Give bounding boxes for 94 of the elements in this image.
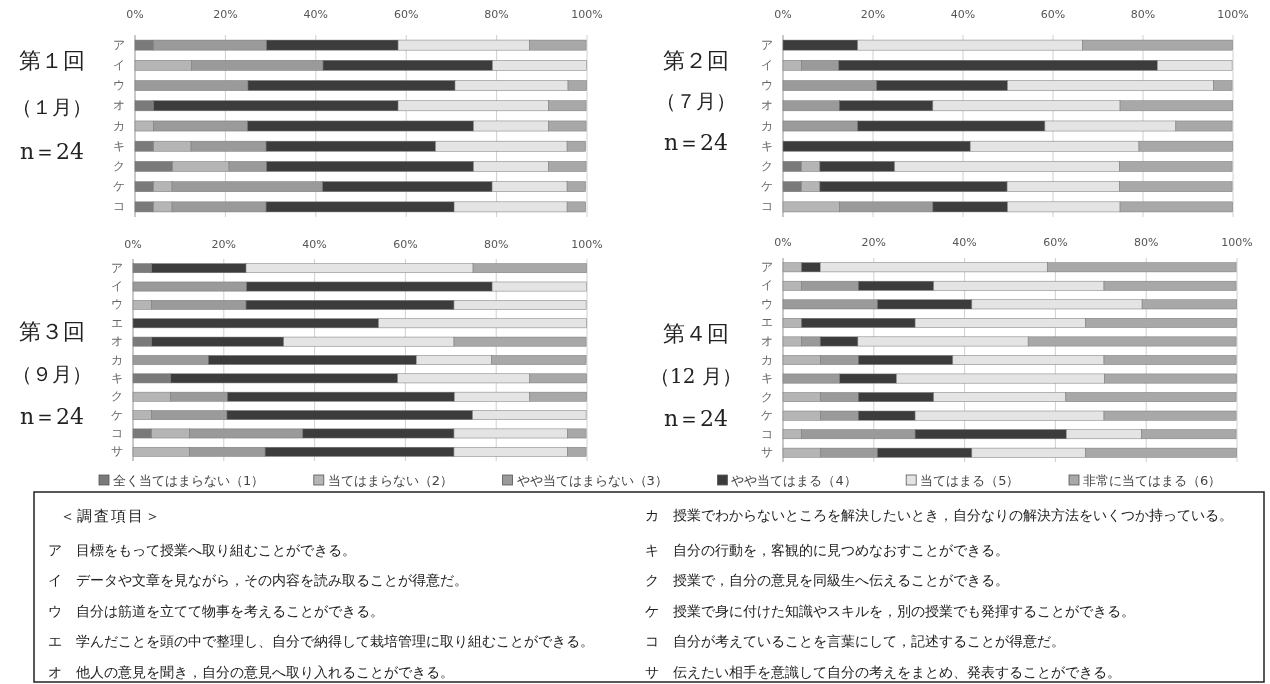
text: n＝24 <box>663 130 729 155</box>
y-tick-label: カ <box>111 352 123 367</box>
text: （12 月） <box>650 363 742 388</box>
text: 第４回 <box>663 321 729 346</box>
y-tick-label: コ <box>113 199 125 214</box>
x-tick-label: 80% <box>1130 8 1156 21</box>
text: コ 自分が考えていることを言葉にして，記述することが得意だ。 <box>645 633 1065 649</box>
text: エ 学んだことを頭の中で整理し、自分で納得して栽培管理に取り組むことができる。 <box>48 633 594 649</box>
y-tick-label: キ <box>113 138 125 153</box>
y-tick-label: イ <box>111 279 123 294</box>
y-tick-label: オ <box>111 334 123 349</box>
text: 第１回 <box>19 48 85 73</box>
y-tick-label: ケ <box>111 407 123 422</box>
y-tick-label: キ <box>111 370 123 385</box>
y-tick-label: ア <box>111 260 123 275</box>
y-tick-label: ア <box>761 259 773 274</box>
text: ＜調査項目＞ <box>60 506 162 525</box>
y-tick-label: コ <box>111 425 123 440</box>
y-tick-label: オ <box>761 98 773 113</box>
y-tick-label: ク <box>761 158 773 173</box>
text: イ データや文章を見ながら，その内容を読み取ることが得意だ。 <box>48 572 468 588</box>
y-tick-label: エ <box>761 315 773 330</box>
x-tick-label: 40% <box>302 238 327 251</box>
y-tick-label: ケ <box>113 179 125 194</box>
text: （１月） <box>12 94 92 119</box>
y-tick-label: サ <box>761 445 773 460</box>
x-tick-label: 40% <box>950 8 976 21</box>
y-tick-label: オ <box>113 98 125 113</box>
y-tick-label: ウ <box>761 78 773 93</box>
x-tick-label: 60% <box>393 8 419 21</box>
y-tick-label: カ <box>761 118 773 133</box>
y-tick-label: ウ <box>111 297 123 312</box>
y-tick-label: カ <box>761 352 773 367</box>
legend-label: 非常に当てはまる（6） <box>1083 472 1222 488</box>
y-tick-label: オ <box>761 333 773 348</box>
text: カ 授業でわからないところを解決したいとき，自分なりの解決方法をいくつか持っている。 <box>645 507 1233 523</box>
y-tick-label: ク <box>761 389 773 404</box>
legend-label: やや当てはまる（4） <box>731 472 857 488</box>
text: ケ 授業で身に付けた知識やスキルを，別の授業でも発揮することができる。 <box>645 603 1135 619</box>
text: 第３回 <box>19 319 85 344</box>
text: ウ 自分は筋道を立てて物事を考えることができる。 <box>48 603 384 619</box>
x-tick-label: 60% <box>1043 236 1068 249</box>
x-tick-label: 60% <box>393 238 418 251</box>
text: 第２回 <box>663 48 729 73</box>
text: ク 授業で，自分の意見を同級生へ伝えることができる。 <box>645 572 1009 588</box>
text: （９月） <box>12 361 92 386</box>
text: オ 他人の意見を聞き，自分の意見へ取り入れることができる。 <box>48 664 454 680</box>
y-tick-label: ケ <box>761 179 773 194</box>
y-tick-label: エ <box>111 315 123 330</box>
x-tick-label: 20% <box>860 8 886 21</box>
text: n＝24 <box>19 404 85 429</box>
y-tick-label: コ <box>761 426 773 441</box>
y-tick-label: ク <box>111 389 123 404</box>
x-tick-label: 100% <box>571 238 603 251</box>
legend-label: 当てはまらない（2） <box>327 472 454 488</box>
x-tick-label: 20% <box>213 8 238 21</box>
x-tick-label: 80% <box>1133 236 1159 249</box>
legend-label: 全く当てはまらない（1） <box>113 472 265 488</box>
legend-label: 当てはまる（5） <box>920 472 1020 488</box>
text: n＝24 <box>19 139 85 164</box>
y-tick-label: キ <box>761 371 773 386</box>
x-tick-label: 80% <box>483 238 509 251</box>
legend-label: やや当てはまらない（3） <box>516 472 668 488</box>
x-tick-label: 0% <box>126 8 144 21</box>
x-tick-label: 0% <box>124 238 142 251</box>
text: キ 自分の行動を，客観的に見つめなおすことができる。 <box>645 542 1009 558</box>
y-tick-label: カ <box>113 118 125 133</box>
text: n＝24 <box>663 406 729 431</box>
text: （７月） <box>656 88 736 113</box>
y-tick-label: キ <box>761 138 773 153</box>
y-tick-label: コ <box>761 199 773 214</box>
x-tick-label: 40% <box>952 236 977 249</box>
y-tick-label: サ <box>111 444 123 459</box>
y-tick-label: イ <box>761 278 773 293</box>
y-tick-label: ウ <box>113 78 125 93</box>
y-tick-label: ウ <box>761 296 773 311</box>
x-tick-label: 40% <box>303 8 329 21</box>
x-tick-label: 0% <box>774 236 792 249</box>
y-tick-label: イ <box>113 57 125 72</box>
x-tick-label: 60% <box>1040 8 1066 21</box>
x-tick-label: 100% <box>1221 236 1253 249</box>
y-tick-label: ア <box>113 37 125 52</box>
y-tick-label: ケ <box>761 408 773 423</box>
x-tick-label: 20% <box>861 236 887 249</box>
x-tick-label: 100% <box>571 8 603 21</box>
text: ア 目標をもって授業へ取り組むことができる。 <box>48 542 356 558</box>
x-tick-label: 80% <box>484 8 509 21</box>
text: サ 伝えたい相手を意識して自分の考えをまとめ、発表することができる。 <box>645 664 1121 680</box>
x-tick-label: 100% <box>1217 8 1249 21</box>
y-tick-label: ア <box>761 37 773 52</box>
y-tick-label: ク <box>113 158 125 173</box>
x-tick-label: 0% <box>774 8 792 21</box>
y-tick-label: イ <box>761 57 773 72</box>
x-tick-label: 20% <box>211 238 237 251</box>
